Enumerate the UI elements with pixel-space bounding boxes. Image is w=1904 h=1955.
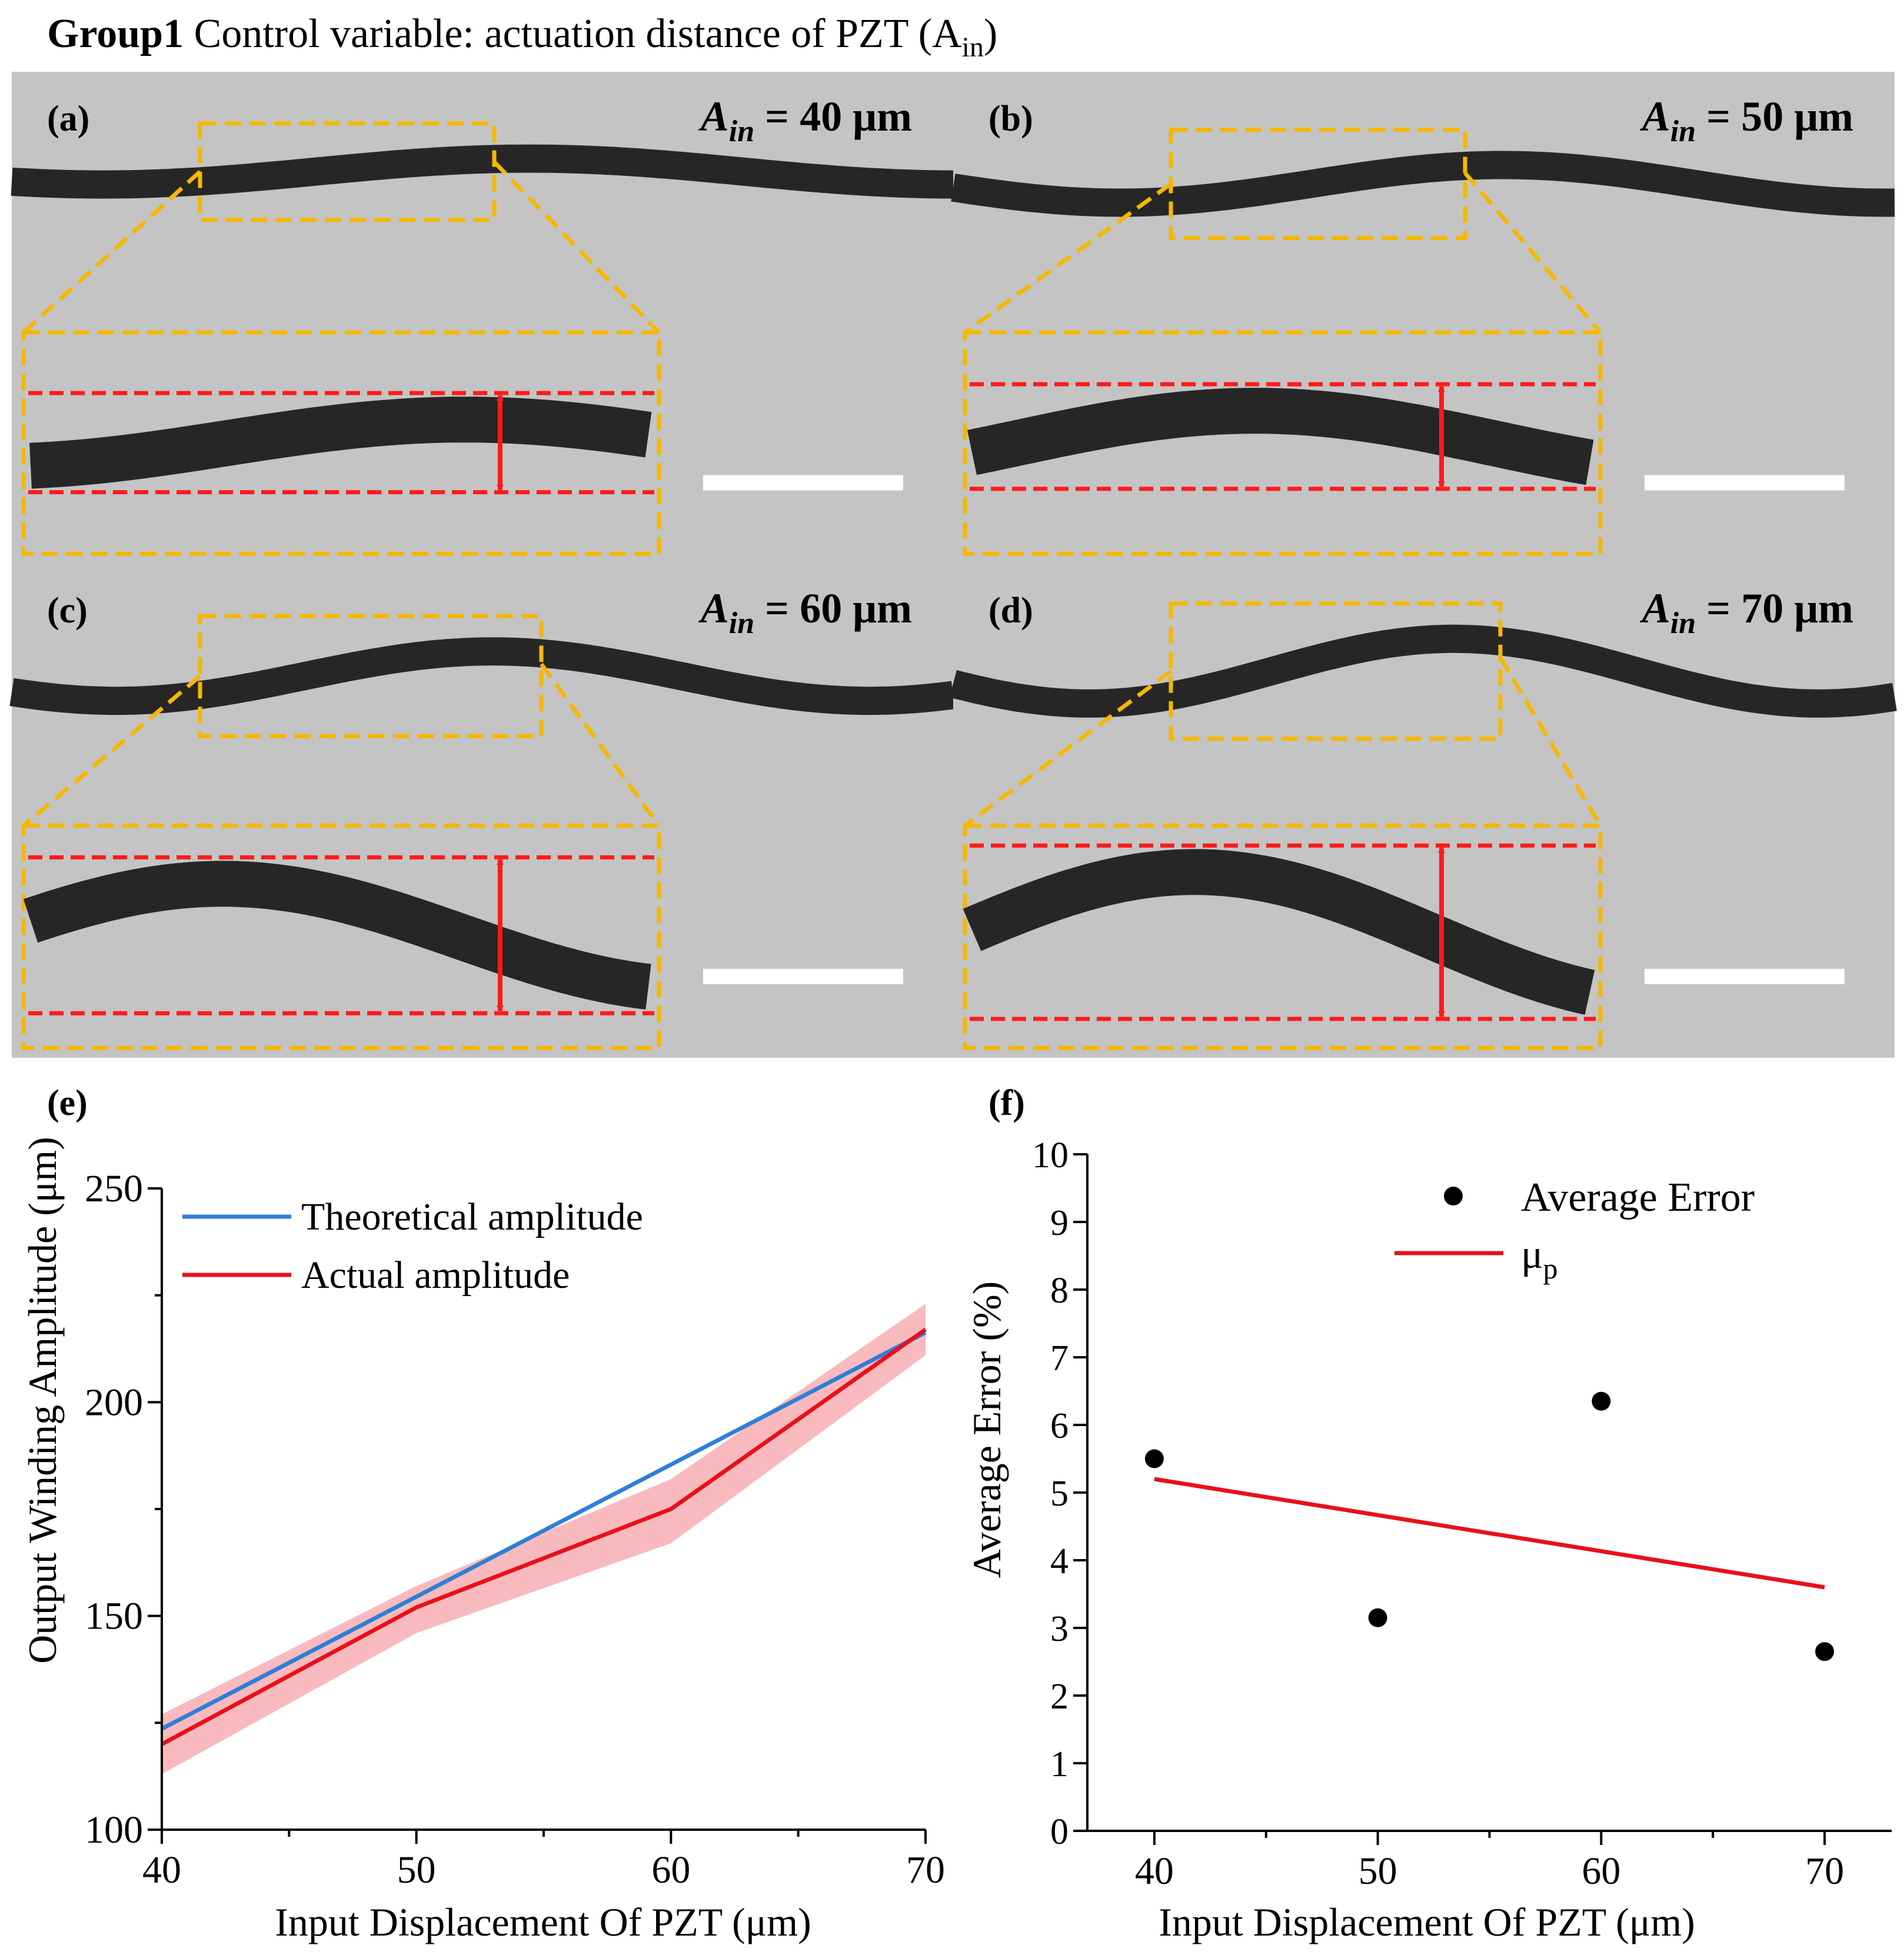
- e-x-axis-label: Input Displacement Of PZT (μm): [275, 1900, 811, 1944]
- f-x-tick-label: 70: [1805, 1850, 1844, 1893]
- zoom-connector-line: [1463, 171, 1602, 334]
- f-y-axis-label: Average Error (%): [964, 1281, 1009, 1578]
- f-data-point: [1815, 1642, 1835, 1661]
- f-y-tick-label: 7: [1050, 1338, 1068, 1378]
- f-legend-label-average-error: Average Error: [1521, 1175, 1755, 1220]
- panel-label-f: (f): [988, 1083, 1025, 1123]
- f-y-tick-label: 2: [1050, 1677, 1068, 1717]
- f-y-tick-label: 3: [1050, 1609, 1068, 1649]
- e-x-tick-label: 70: [906, 1849, 945, 1891]
- f-data-point: [1368, 1608, 1387, 1627]
- micrograph-panel: (d) Ain = 70 μm: [949, 564, 1897, 1058]
- micrograph-panels: (a) Ain = 40 μm (b) Ain = 50 μm (c) Ain = 60 …: [9, 72, 1897, 1058]
- f-mu-line: [1154, 1477, 1825, 1590]
- chart-e: (e) 40 50 60 70 100 150 200 250 Input Displacem…: [20, 1083, 945, 1944]
- f-x-axis-label: Input Displacement Of PZT (μm): [1159, 1900, 1695, 1944]
- f-y-tick-label: 6: [1050, 1406, 1068, 1446]
- e-legend-label-actual: Actual amplitude: [301, 1254, 570, 1297]
- f-data-point: [1592, 1391, 1611, 1411]
- f-legend-label-mu: μp: [1521, 1232, 1558, 1285]
- e-series-line-actual: [161, 1327, 927, 1746]
- zoom-connector-line: [492, 160, 661, 334]
- f-data-point: [1144, 1449, 1164, 1468]
- e-y-tick-label: 100: [85, 1809, 143, 1851]
- e-y-tick-label: 200: [85, 1381, 143, 1424]
- actuation-label: Ain = 40 μm: [698, 93, 912, 148]
- actuation-label: Ain = 70 μm: [1640, 585, 1853, 640]
- panel-label: (b): [988, 99, 1033, 139]
- zoom-connector-line: [963, 182, 1173, 334]
- fiber-strand: [949, 624, 1897, 718]
- panel-label-e: (e): [47, 1083, 88, 1123]
- zoom-connector-line: [963, 669, 1173, 828]
- f-y-tick-label: 1: [1050, 1744, 1068, 1784]
- zoom-inset-box: [21, 823, 661, 1050]
- f-y-tick-label: 0: [1050, 1812, 1068, 1852]
- fiber-strand-zoomed: [963, 849, 1595, 1015]
- f-legend-marker-average-error: [1444, 1187, 1463, 1205]
- actuation-label: Ain = 60 μm: [698, 585, 912, 640]
- e-x-tick-label: 50: [397, 1849, 436, 1891]
- micrograph-panel: (a) Ain = 40 μm: [11, 72, 954, 564]
- f-x-tick-label: 50: [1359, 1850, 1397, 1893]
- chart-f: (f) 40 50 60 70 0 1 2 3 4 5 6 7 8 9 10 Input Displacem…: [964, 1083, 1892, 1944]
- scale-bar: [1645, 968, 1845, 984]
- fiber-strand-zoomed: [23, 861, 651, 1010]
- e-y-tick-label: 250: [85, 1167, 143, 1210]
- e-legend: Theoretical amplitude Actual amplitude: [182, 1195, 643, 1297]
- zoom-connector-line: [22, 674, 202, 827]
- e-y-axis-label: Output Winding Amplitude (μm): [20, 1137, 65, 1664]
- e-confidence-band: [162, 1304, 926, 1774]
- scale-bar: [703, 475, 903, 491]
- e-series-line-theoretical: [161, 1330, 927, 1731]
- f-y-tick-label: 8: [1050, 1271, 1068, 1311]
- f-legend: Average Error μp: [1394, 1175, 1755, 1285]
- f-x-tick-label: 60: [1582, 1850, 1620, 1893]
- zoom-inset-box: [963, 823, 1603, 1050]
- micrograph-panel: (b) Ain = 50 μm: [951, 72, 1895, 564]
- panel-label: (c): [47, 591, 88, 631]
- zoom-source-box: [1169, 601, 1503, 741]
- panel-label: (a): [47, 99, 89, 139]
- f-y-tick-label: 10: [1032, 1135, 1068, 1175]
- scale-bar: [1645, 475, 1845, 491]
- f-y-tick-label: 4: [1050, 1541, 1068, 1581]
- fiber-strand: [951, 151, 1895, 217]
- panel-label: (d): [988, 591, 1033, 631]
- fiber-strand: [11, 144, 954, 199]
- e-y-tick-label: 150: [85, 1595, 143, 1638]
- figure-title: Group1 Control variable: actuation dista…: [47, 11, 997, 63]
- zoom-connector-line: [1498, 657, 1603, 827]
- e-x-tick-label: 40: [142, 1849, 181, 1891]
- zoom-source-box: [1169, 127, 1467, 240]
- e-x-tick-label: 60: [651, 1849, 690, 1891]
- fiber-strand-zoomed: [967, 388, 1594, 485]
- e-legend-label-theoretical: Theoretical amplitude: [301, 1195, 643, 1238]
- fiber-strand: [9, 637, 956, 715]
- f-x-tick-label: 40: [1135, 1850, 1174, 1893]
- f-y-tick-label: 5: [1050, 1474, 1068, 1514]
- f-y-tick-label: 9: [1050, 1203, 1068, 1243]
- zoom-source-box: [198, 614, 544, 738]
- micrograph-panel: (c) Ain = 60 μm: [9, 564, 956, 1058]
- scale-bar: [703, 968, 903, 984]
- fiber-strand-zoomed: [29, 397, 652, 489]
- actuation-label: Ain = 50 μm: [1640, 93, 1853, 148]
- zoom-connector-line: [540, 662, 661, 827]
- zoom-connector-line: [22, 169, 202, 334]
